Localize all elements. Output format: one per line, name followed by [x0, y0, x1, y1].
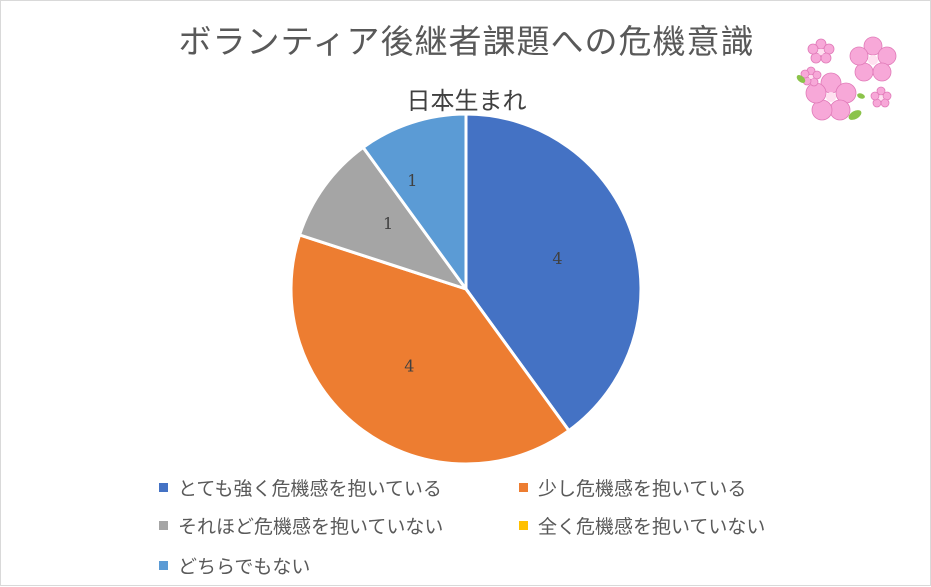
legend-item: それほど危機感を抱いていない: [159, 512, 443, 539]
pie-slice: [297, 145, 470, 292]
data-label: 1: [383, 214, 393, 233]
legend-swatch: [159, 483, 168, 492]
legend-label: 少し危機感を抱いている: [538, 478, 747, 500]
legend-item: 全く危機感を抱いていない: [519, 512, 765, 539]
pie-slice: [289, 233, 571, 466]
cherry-blossom-icon: [796, 36, 897, 121]
legend-label: どちらでもない: [178, 556, 311, 578]
legend-swatch: [519, 521, 528, 530]
chart-subtitle: 日本生まれ: [406, 87, 527, 115]
legend-label: 全く危機感を抱いていない: [538, 516, 766, 538]
legend-item: とても強く危機感を抱いている: [159, 474, 442, 501]
data-label: 1: [407, 171, 417, 190]
legend-item: 少し危機感を抱いている: [519, 474, 746, 501]
chart-title: ボランティア後継者課題への危機意識: [178, 22, 755, 61]
legend-swatch: [519, 483, 528, 492]
data-label: 4: [552, 249, 562, 268]
legend-swatch: [159, 521, 168, 530]
pie-slice: [361, 112, 468, 294]
legend-swatch: [159, 561, 168, 570]
legend-label: とても強く危機感を抱いている: [178, 478, 442, 500]
legend-label: それほど危機感を抱いていない: [178, 516, 444, 538]
pie-slice: [464, 112, 643, 433]
legend-item: どちらでもない: [159, 552, 310, 579]
data-label: 4: [404, 356, 414, 375]
